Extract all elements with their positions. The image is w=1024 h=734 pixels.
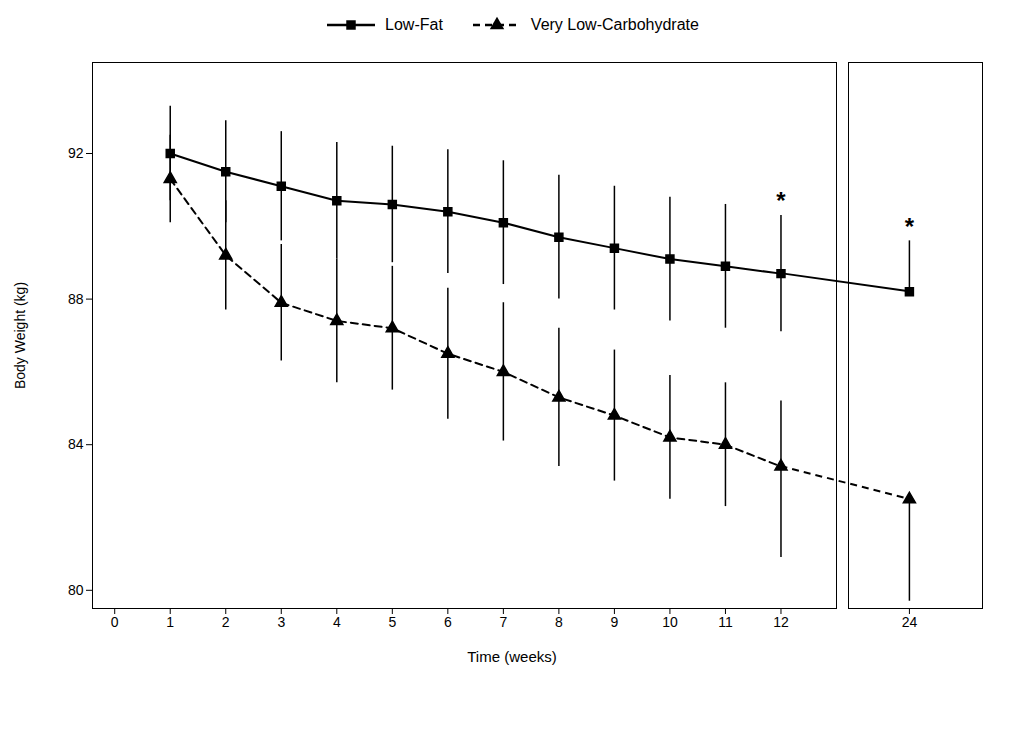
svg-text:9: 9 — [611, 614, 619, 630]
svg-text:3: 3 — [277, 614, 285, 630]
svg-text:7: 7 — [499, 614, 507, 630]
svg-text:10: 10 — [662, 614, 678, 630]
svg-text:11: 11 — [718, 614, 733, 630]
svg-text:8: 8 — [555, 614, 563, 630]
svg-text:84: 84 — [68, 436, 84, 452]
svg-text:*: * — [776, 187, 786, 214]
svg-text:4: 4 — [333, 614, 341, 630]
svg-text:12: 12 — [773, 614, 789, 630]
svg-text:88: 88 — [68, 291, 84, 307]
html-text:Low-Fat: Low-Fat — [385, 16, 443, 33]
svg-text:80: 80 — [68, 582, 84, 598]
html-text:Very Low-Carbohydrate: Very Low-Carbohydrate — [530, 16, 699, 33]
svg-text:24: 24 — [902, 614, 918, 630]
svg-text:1: 1 — [166, 614, 174, 630]
svg-text:2: 2 — [222, 614, 230, 630]
svg-text:6: 6 — [444, 614, 452, 630]
svg-text:5: 5 — [388, 614, 396, 630]
svg-text:*: * — [905, 213, 915, 240]
svg-text:92: 92 — [68, 145, 84, 161]
svg-text:0: 0 — [111, 614, 119, 630]
html-text:Time (weeks): Time (weeks) — [467, 648, 557, 665]
svg-text:Body Weight (kg): Body Weight (kg) — [12, 282, 28, 389]
